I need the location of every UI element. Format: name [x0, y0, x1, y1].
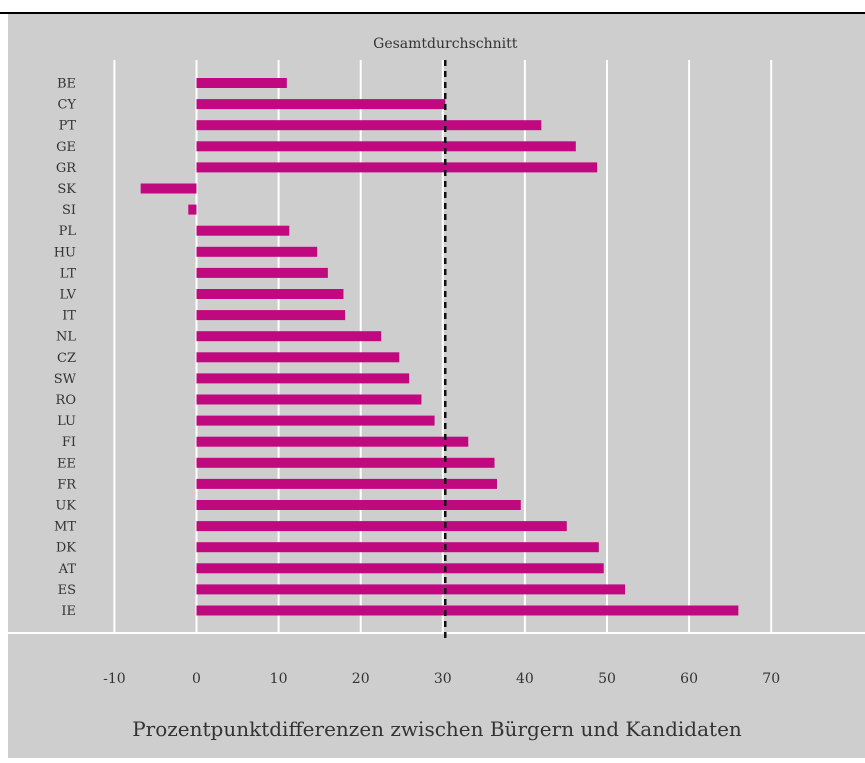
category-label: IT: [62, 309, 76, 324]
category-label: SI: [62, 203, 76, 218]
category-label: CY: [57, 98, 76, 113]
category-label: LV: [60, 288, 77, 303]
category-label: ES: [58, 583, 76, 598]
bar-si: [188, 204, 197, 215]
category-label: NL: [56, 330, 76, 345]
category-label: FI: [62, 435, 76, 450]
bar-lu: [196, 415, 435, 426]
bars-group: [140, 78, 739, 616]
reference-line-label: Gesamtdurchschnitt: [373, 36, 518, 52]
category-label: CZ: [57, 351, 76, 366]
bar-be: [196, 78, 287, 88]
x-tick-label: 10: [270, 671, 288, 687]
category-labels: BE CY PT GE GR SK SI PL HU LT LV IT NL CZ SW RO LU FI EE FR…: [54, 77, 78, 620]
bar-mt: [196, 521, 567, 532]
bar-ee: [196, 457, 495, 468]
x-axis-label: Prozentpunktdifferenzen zwischen Bürgern…: [132, 717, 742, 741]
category-label: DK: [56, 541, 76, 556]
x-tick-label: 50: [598, 671, 616, 687]
x-tick-label: 30: [434, 671, 452, 687]
category-label: RO: [56, 393, 76, 408]
x-tick-label: 40: [516, 671, 534, 687]
bar-es: [196, 584, 626, 595]
category-label: GR: [56, 161, 77, 176]
x-tick-labels: -10 0 10 20 30 40 50 60 70: [103, 671, 780, 687]
category-label: PL: [59, 224, 77, 239]
x-tick-label: -10: [103, 671, 126, 687]
category-label: UK: [55, 499, 76, 514]
x-tick-label: 60: [680, 671, 698, 687]
bar-gr: [196, 162, 598, 173]
category-label: LU: [57, 414, 76, 429]
bar-ge: [196, 141, 576, 152]
grid-lines: [113, 60, 773, 633]
bar-fi: [196, 436, 469, 447]
category-label: SK: [57, 182, 76, 197]
x-tick-label: 0: [192, 671, 201, 687]
category-label: GE: [56, 140, 76, 155]
category-label: LT: [60, 266, 77, 281]
category-label: FR: [57, 477, 77, 492]
bar-ro: [196, 394, 422, 405]
bar-cz: [196, 352, 400, 363]
bar-cy: [196, 99, 446, 110]
category-label: HU: [54, 245, 76, 260]
category-label: AT: [58, 562, 77, 577]
bar-ie: [196, 605, 739, 616]
x-tick-label: 20: [352, 671, 370, 687]
bar-dk: [196, 542, 599, 553]
category-label: MT: [54, 520, 76, 535]
bar-uk: [196, 500, 521, 510]
x-tick-label: 70: [762, 671, 780, 687]
bar-nl: [196, 331, 382, 342]
category-label: EE: [57, 456, 76, 471]
bar-lv: [196, 289, 344, 299]
bar-it: [196, 310, 346, 321]
category-label: SW: [54, 372, 77, 387]
category-label: BE: [57, 77, 76, 92]
bar-pt: [196, 120, 542, 131]
bar-lt: [196, 267, 328, 278]
bar-sk: [140, 183, 197, 194]
bar-hu: [196, 246, 318, 257]
bar-fr: [196, 478, 497, 489]
bar-sw: [196, 373, 410, 384]
category-label: PT: [59, 119, 77, 134]
category-label: IE: [61, 604, 76, 619]
bar-pl: [196, 225, 290, 236]
bar-at: [196, 563, 604, 574]
